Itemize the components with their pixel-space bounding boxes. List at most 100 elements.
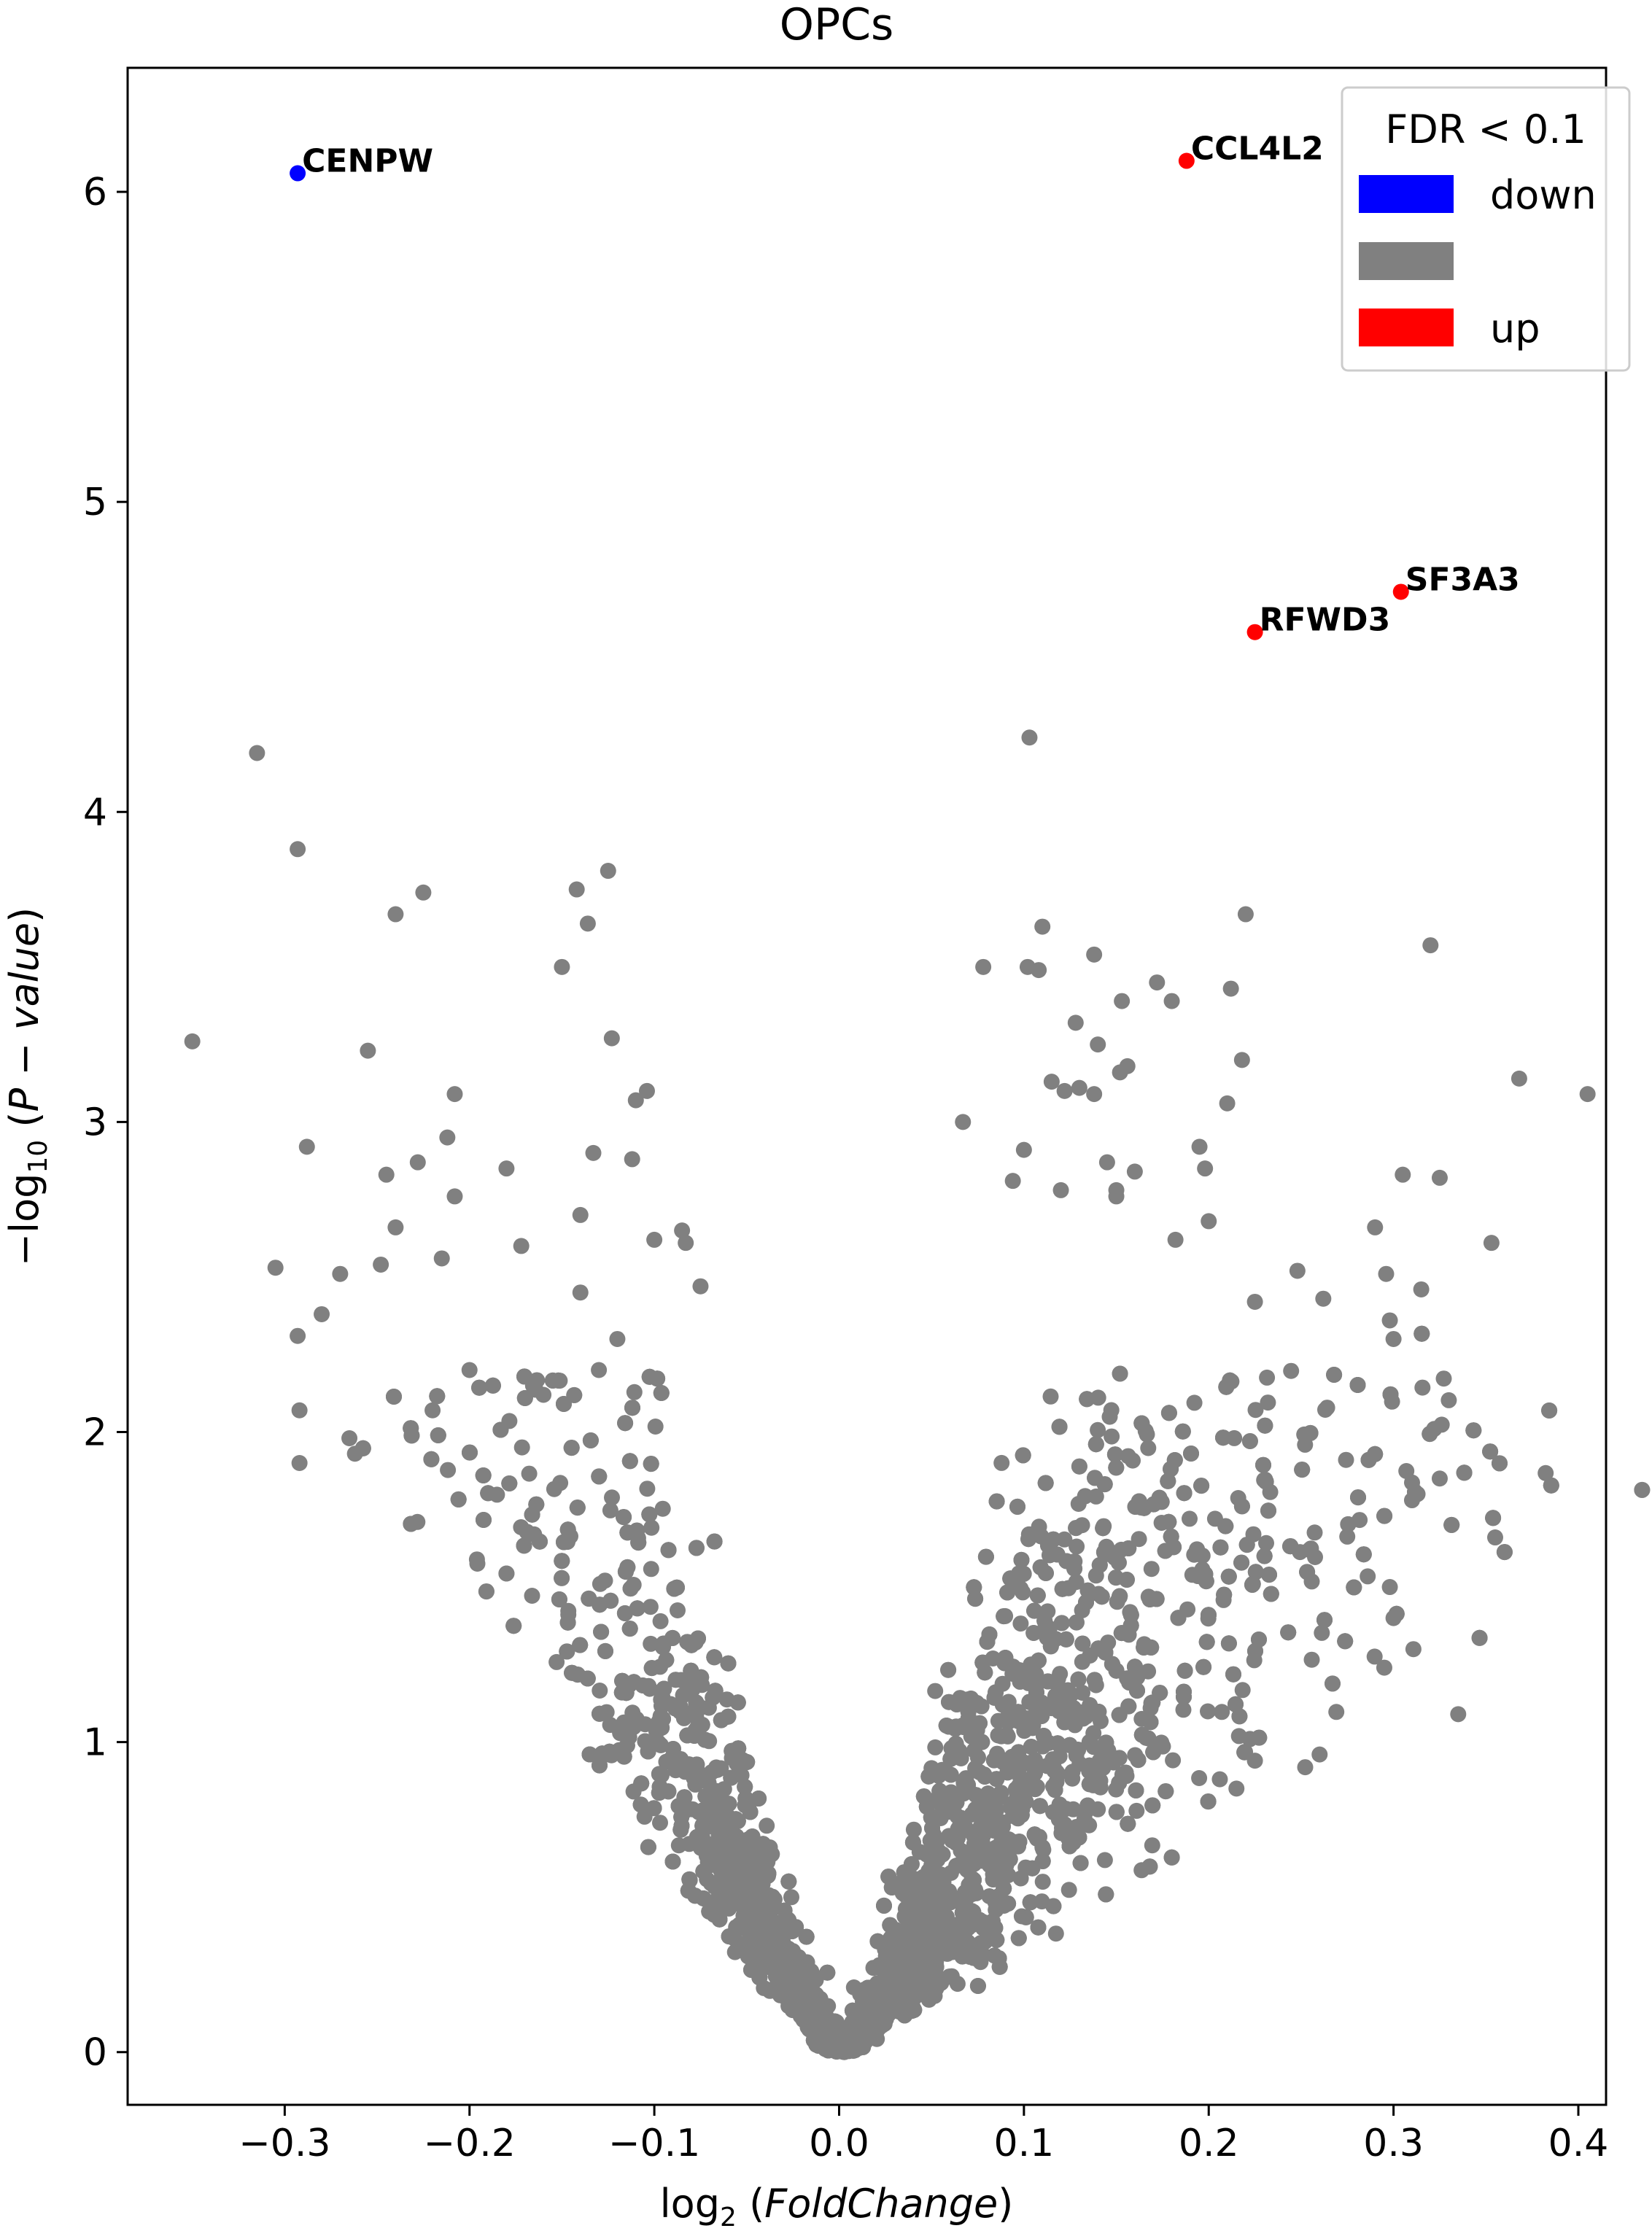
data-point — [1026, 1826, 1043, 1843]
data-point — [1068, 1520, 1085, 1537]
data-point — [409, 1154, 426, 1171]
data-point — [689, 1699, 706, 1716]
data-point — [446, 1086, 463, 1103]
data-point — [1537, 1464, 1554, 1481]
data-point — [592, 1683, 608, 1699]
data-point — [1217, 1518, 1234, 1534]
data-point — [751, 1969, 768, 1986]
data-point — [1381, 1312, 1398, 1329]
data-point — [1034, 1874, 1051, 1890]
data-point — [478, 1583, 495, 1600]
data-point — [1061, 1838, 1078, 1855]
data-point — [1435, 1370, 1452, 1387]
data-point — [1431, 1169, 1448, 1186]
data-point — [965, 1907, 982, 1924]
data-point — [722, 1810, 739, 1827]
data-point — [1163, 1849, 1180, 1866]
data-point — [1079, 1391, 1095, 1408]
data-point — [1231, 1708, 1248, 1725]
data-point — [1120, 1540, 1137, 1556]
data-point — [415, 884, 432, 901]
data-point — [904, 1834, 921, 1851]
data-point — [1155, 1738, 1171, 1755]
data-point — [1163, 993, 1180, 1009]
data-point — [378, 1166, 395, 1183]
data-point — [1071, 1079, 1087, 1096]
data-point — [1186, 1394, 1203, 1411]
data-point — [928, 1793, 945, 1809]
data-point — [1126, 1163, 1143, 1180]
data-point — [674, 1222, 691, 1239]
data-point — [1108, 1188, 1125, 1205]
data-point — [1176, 1662, 1193, 1679]
data-point — [1002, 1570, 1019, 1587]
data-point — [1175, 1702, 1192, 1718]
data-point — [695, 1890, 712, 1906]
data-point — [360, 1042, 376, 1059]
data-point — [624, 1400, 640, 1416]
legend-swatch-ns — [1359, 242, 1454, 280]
data-point — [1128, 1802, 1145, 1819]
data-point — [689, 1768, 706, 1785]
data-point — [642, 1599, 659, 1615]
data-point — [903, 1856, 920, 1872]
data-point — [1214, 1704, 1230, 1720]
data-point — [1095, 1642, 1112, 1658]
data-point — [886, 1998, 903, 2014]
data-point — [1233, 1498, 1250, 1515]
data-point — [1160, 1405, 1177, 1421]
data-point — [1143, 1695, 1160, 1712]
data-point — [1096, 1852, 1113, 1869]
data-point — [993, 1454, 1010, 1471]
data-point — [290, 841, 306, 858]
data-point — [643, 1519, 660, 1536]
data-point — [928, 1980, 945, 1997]
data-point — [559, 1521, 576, 1538]
data-point — [1238, 1537, 1255, 1553]
data-point — [966, 1742, 982, 1758]
data-point — [638, 1082, 655, 1099]
data-point — [690, 1836, 707, 1852]
data-point — [1496, 1544, 1513, 1561]
y-tick-label: 2 — [83, 1411, 107, 1455]
legend-box — [1341, 86, 1631, 372]
data-point — [1282, 1538, 1299, 1555]
data-point — [720, 1655, 737, 1672]
data-point — [872, 2009, 889, 2025]
data-point — [780, 1873, 797, 1890]
data-point — [707, 1839, 724, 1855]
data-point — [552, 1475, 569, 1491]
data-point — [1367, 1219, 1384, 1235]
data-point — [572, 1206, 589, 1223]
data-point — [861, 1988, 877, 2005]
data-point — [592, 1705, 608, 1722]
x-axis-ticks: −0.3 −0.2 −0.1 0.0 0.1 0.2 0.3 0.4 — [239, 2105, 1608, 2165]
data-point — [1289, 1262, 1306, 1279]
data-point — [975, 1920, 991, 1936]
data-point — [751, 1849, 767, 1865]
data-point — [749, 1934, 766, 1951]
data-point — [1095, 1520, 1112, 1537]
data-point — [672, 1703, 689, 1720]
data-point — [1170, 1610, 1187, 1626]
data-point — [691, 1804, 707, 1820]
data-point — [1079, 1582, 1096, 1599]
data-point — [1005, 1807, 1021, 1824]
data-point — [877, 1947, 894, 1964]
data-point — [498, 1160, 515, 1177]
data-point — [706, 1533, 723, 1550]
data-point — [1337, 1633, 1354, 1650]
data-point — [1244, 1575, 1261, 1592]
data-point — [1198, 1634, 1215, 1650]
data-point — [640, 1743, 656, 1760]
data-point — [1092, 1772, 1109, 1789]
data-point — [602, 1502, 618, 1518]
data-point — [1098, 1886, 1114, 1903]
data-point — [927, 1683, 944, 1699]
data-point — [942, 1766, 959, 1783]
data-point — [988, 1493, 1005, 1510]
data-point — [501, 1475, 518, 1491]
data-point — [643, 1635, 659, 1652]
data-point — [990, 1950, 1007, 1967]
x-tick-label: −0.1 — [608, 2122, 700, 2165]
